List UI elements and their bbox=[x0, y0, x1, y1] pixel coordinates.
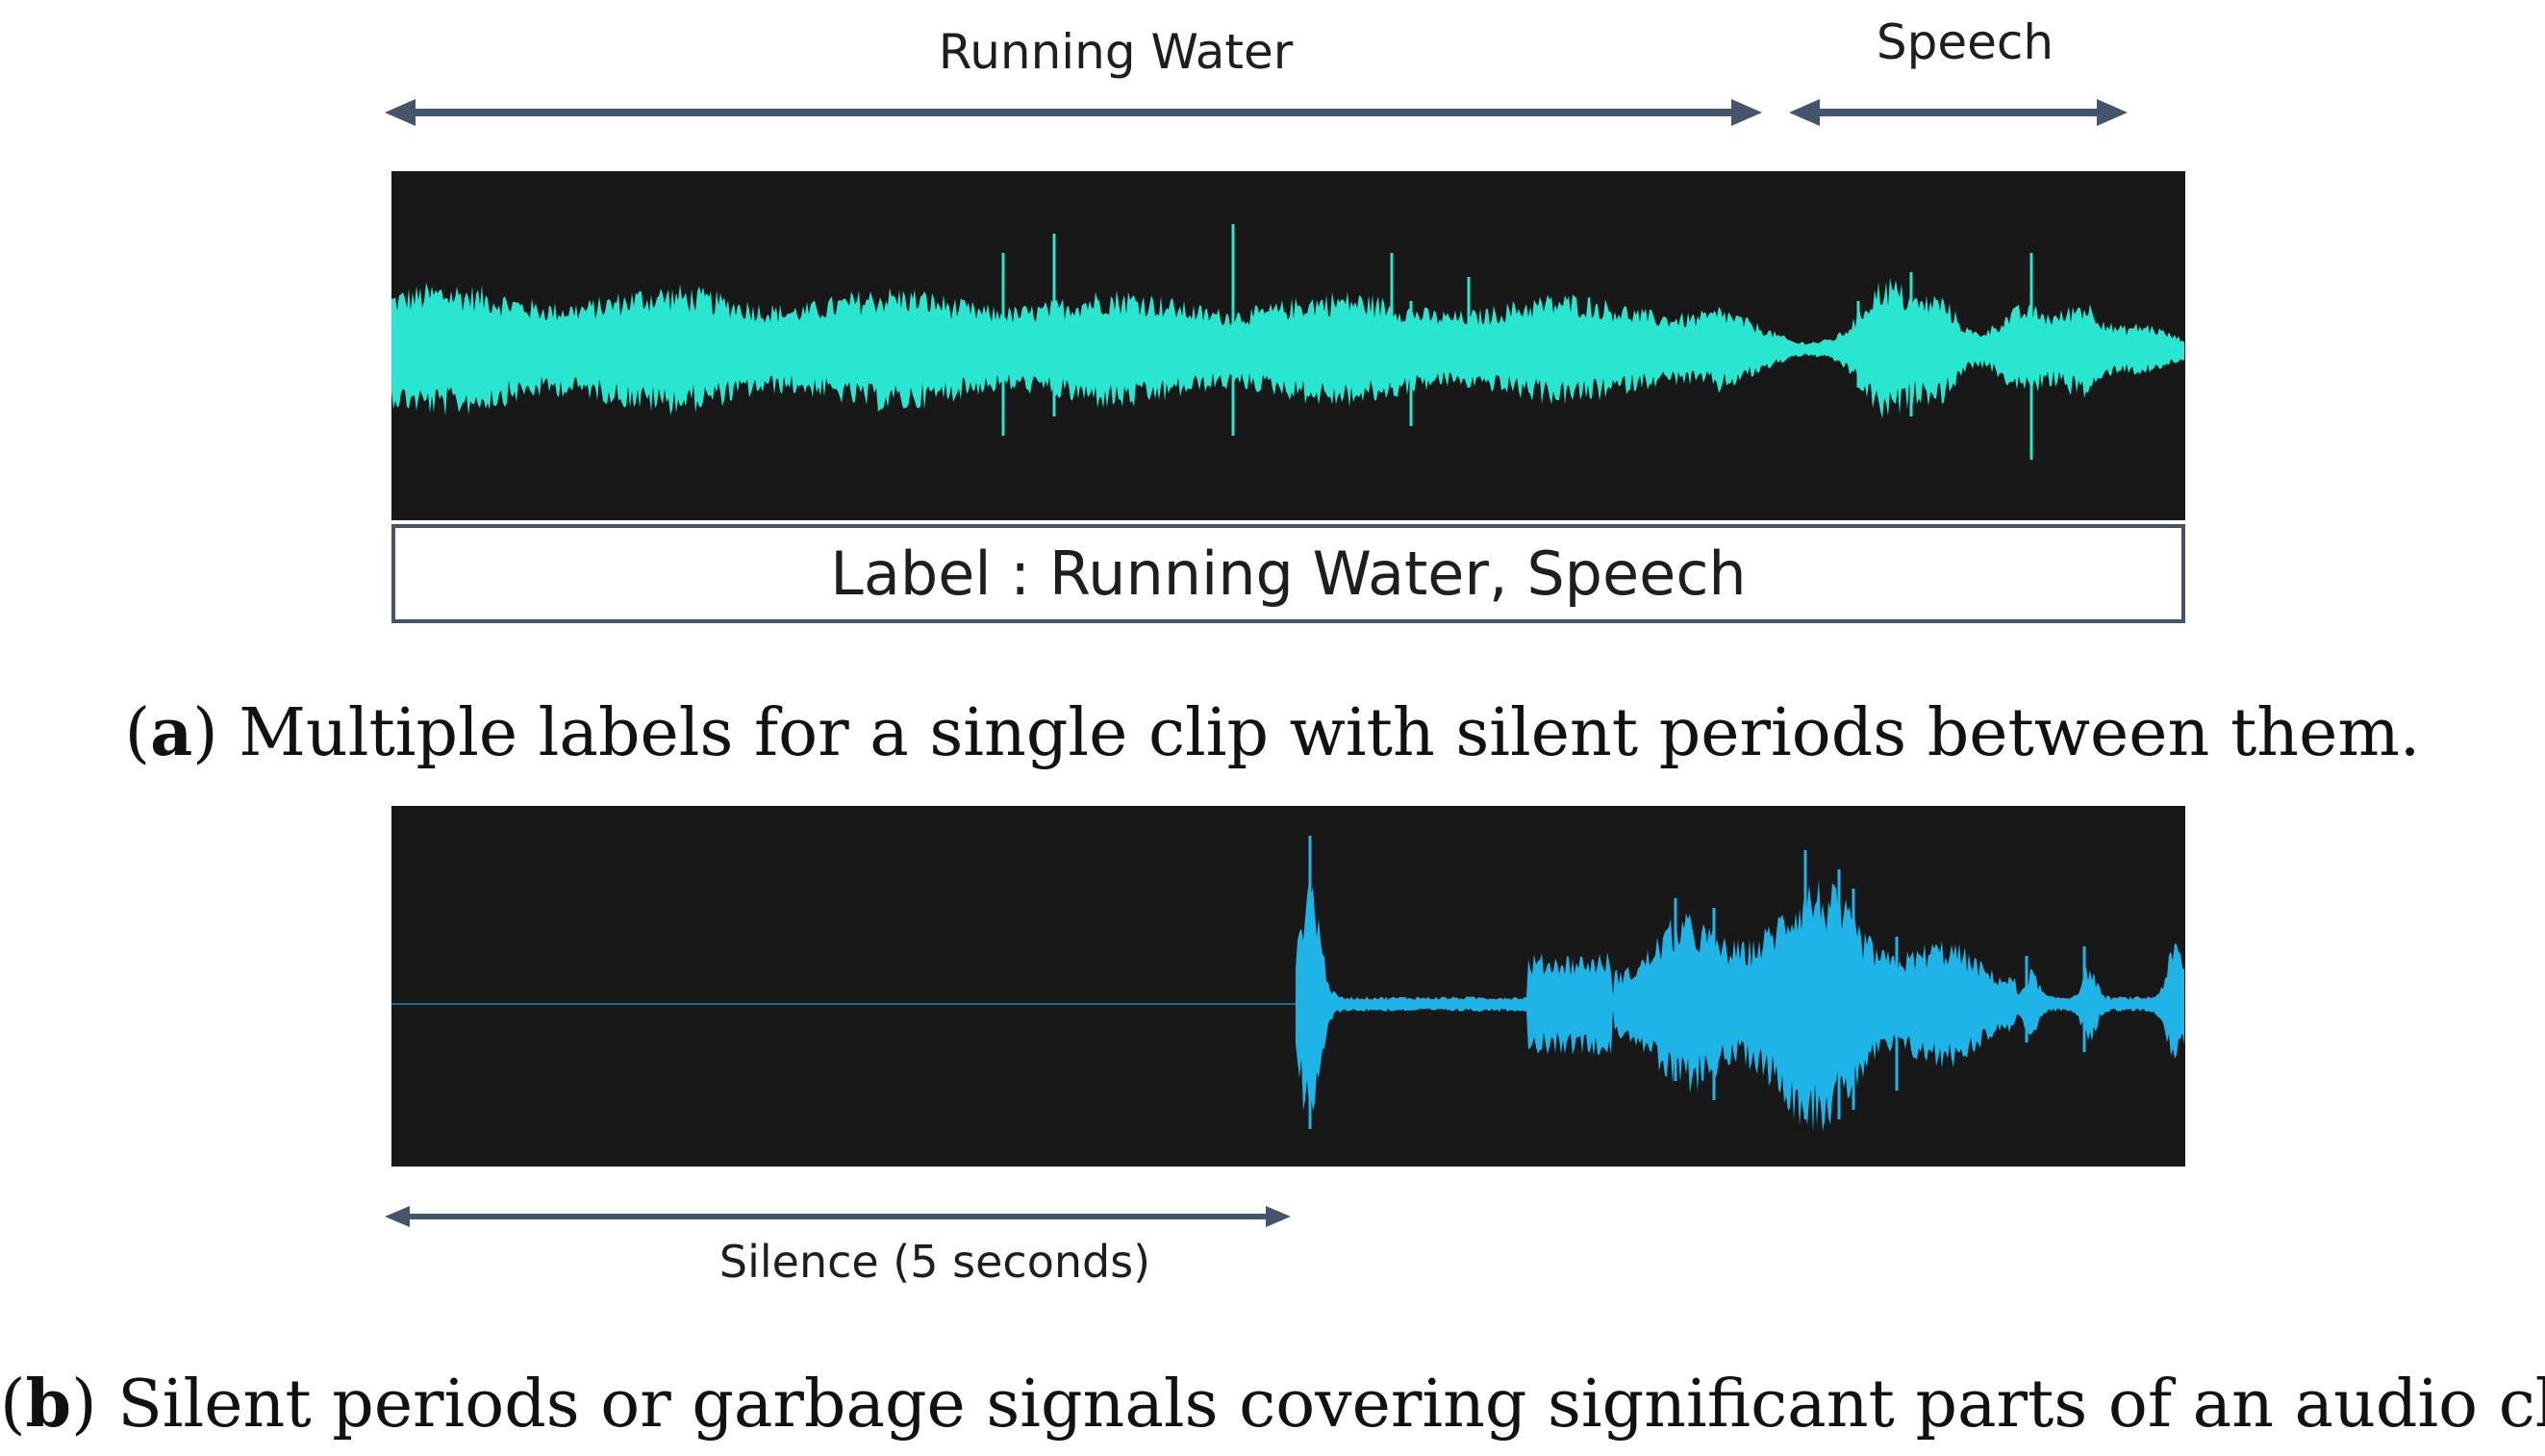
silence-span-arrow bbox=[385, 1206, 1291, 1227]
waveform-a-envelope bbox=[391, 277, 2184, 419]
segment-label-speech: Speech bbox=[1876, 14, 2054, 70]
caption-b-tag: b bbox=[25, 1366, 72, 1443]
segment-label-silence: Silence (5 seconds) bbox=[718, 1236, 1151, 1288]
waveform-panel-b bbox=[391, 806, 2185, 1167]
running-water-span-arrow bbox=[385, 99, 1762, 126]
waveform-b-envelope bbox=[1296, 879, 2184, 1133]
caption-a-text: Multiple labels for a single clip with s… bbox=[217, 695, 2421, 771]
clip-label-box: Label : Running Water, Speech bbox=[391, 524, 2185, 623]
caption-b-text: Silent periods or garbage signals coveri… bbox=[96, 1367, 2545, 1443]
caption-b: (b) Silent periods or garbage signals co… bbox=[0, 1366, 2545, 1443]
waveform-panel-a bbox=[391, 171, 2185, 520]
segment-label-running-water: Running Water bbox=[938, 24, 1294, 80]
caption-a-tag: a bbox=[150, 694, 193, 771]
caption-a: (a) Multiple labels for a single clip wi… bbox=[124, 694, 2421, 771]
waveform-b bbox=[391, 836, 2184, 1133]
speech-span-arrow bbox=[1789, 99, 2128, 126]
waveform-a bbox=[391, 224, 2184, 460]
